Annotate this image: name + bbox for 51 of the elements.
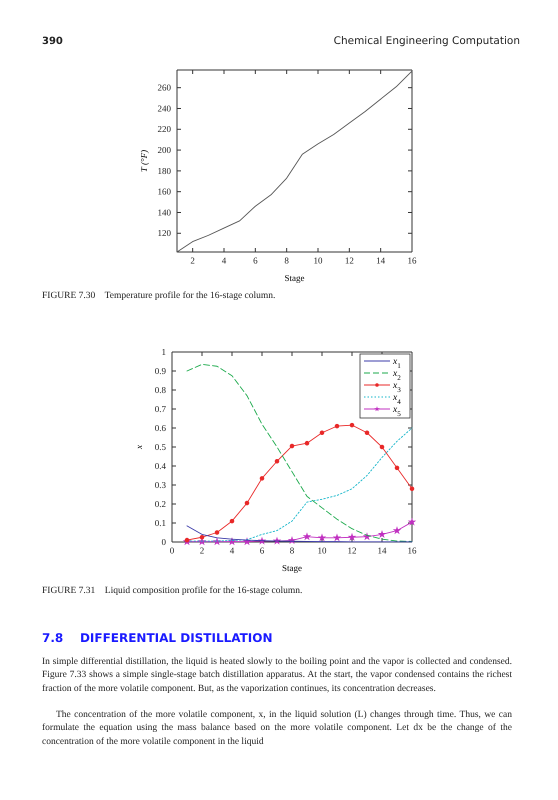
x-tick-label: 14 — [376, 255, 386, 266]
x-axis-title: Stage — [284, 273, 304, 283]
legend-label: x$_{4}$ — [392, 393, 402, 406]
x-tick-label: 2 — [200, 545, 204, 556]
text: 7.8 DIFFERENTIAL DISTILLATION — [42, 631, 274, 646]
legend-label: x$_{5}$ — [392, 405, 402, 418]
x-tick-label: 2 — [190, 255, 195, 266]
y-tick-label: 180 — [158, 166, 172, 176]
y-tick-label: 0.7 — [154, 404, 166, 414]
y-axis-title: x — [134, 445, 144, 450]
caption: FIGURE 7.30 Temperature profile for the 16-stage column. — [42, 290, 276, 303]
x-tick-label: 8 — [284, 255, 290, 266]
y-tick-label: 140 — [158, 207, 172, 218]
text: Chemical Engineering Computation — [332, 35, 520, 48]
x-tick-label: 10 — [314, 255, 323, 266]
y-tick-label: 260 — [158, 82, 172, 93]
y-tick-label: 0.6 — [154, 422, 166, 433]
caption: FIGURE 7.31 Liquid composition profile for the 16-stage column. — [42, 585, 304, 598]
x-tick-label: 14 — [378, 545, 387, 556]
text: The concentration of the more volatile component, x, in the liquid solution (L) changes through time. Thus, we can formulate the equation using the mass balance based on the more volatile component. Let dx be the change of the concentration of the more volatile component in the liquid — [42, 709, 512, 749]
y-axis-title: T (°F) — [139, 150, 149, 172]
x-tick-label: 16 — [408, 545, 417, 556]
y-tick-label: 220 — [158, 124, 172, 134]
x-tick-label: 16 — [408, 255, 417, 266]
y-tick-label: 0 — [162, 536, 166, 547]
legend-label: x$_{2}$ — [392, 369, 402, 382]
text: In simple differential distillation, the liquid is heated slowly to the boiling point and the vapor is collected and condensed. Figure 7.33 shows a simple single-stage batch distillation apparatus. At the start, the vapor condensed contains the richest fraction of the more volatile component. But, as the vaporization continues, its concentration decreases. — [42, 656, 512, 696]
x-tick-label: 12 — [344, 255, 354, 266]
y-tick-label: 120 — [158, 228, 172, 238]
y-tick-label: 0.1 — [154, 518, 166, 528]
y-tick-label: 1 — [162, 346, 166, 357]
y-tick-label: 0.5 — [154, 442, 166, 452]
x-tick-label: 6 — [260, 545, 265, 556]
y-tick-label: 160 — [158, 186, 172, 197]
x-tick-label: 10 — [318, 545, 327, 556]
y-tick-label: 200 — [158, 144, 172, 155]
x-axis-title: Stage — [282, 563, 302, 573]
legend-label: x$_{3}$ — [392, 381, 402, 394]
y-tick-label: 0.2 — [154, 498, 166, 509]
x-tick-label: 6 — [253, 255, 258, 266]
text: 390 — [42, 35, 64, 48]
legend-label: x$_{1}$ — [392, 357, 402, 370]
y-tick-label: 0.4 — [154, 460, 166, 471]
y-tick-label: 0.8 — [154, 384, 166, 395]
y-tick-label: 240 — [158, 103, 172, 114]
x-tick-label: 4 — [230, 545, 235, 556]
x-tick-label: 12 — [348, 545, 356, 556]
y-tick-label: 0.9 — [154, 366, 166, 376]
x-tick-label: 8 — [290, 545, 295, 556]
y-tick-label: 0.3 — [154, 480, 166, 490]
x-tick-label: 4 — [222, 255, 227, 266]
